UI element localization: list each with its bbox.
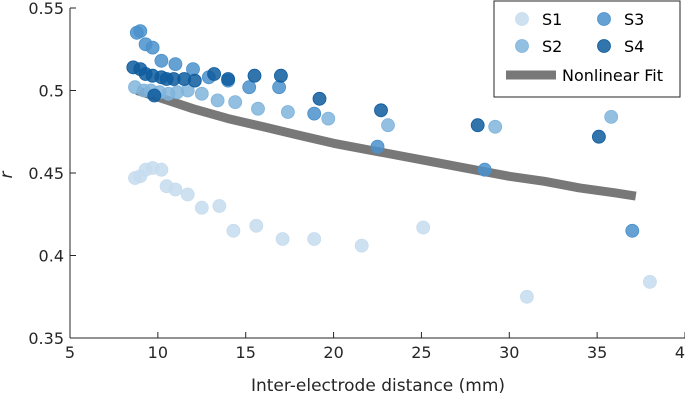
y-tick-label: 0.55	[28, 0, 64, 18]
axes: 5 10 15 20 25 30 35 40 0.35 0.4 0.45 0.5 0.55	[28, 0, 685, 362]
data-point-s1	[194, 200, 209, 215]
legend-marker-s1	[515, 12, 529, 26]
data-point-s3	[307, 106, 322, 121]
data-point-s3	[168, 57, 183, 71]
data-point-s1	[180, 187, 195, 202]
data-point-s1	[212, 199, 227, 213]
series-s1	[128, 161, 657, 304]
data-point-s2	[280, 105, 295, 119]
data-point-s1	[520, 289, 534, 304]
data-point-s4	[312, 91, 327, 106]
y-tick-label: 0.5	[39, 82, 64, 101]
data-point-s4	[221, 72, 236, 86]
x-tick-label: 10	[148, 343, 168, 362]
data-point-s4	[470, 118, 485, 133]
x-axis-label: Inter-electrode distance (mm)	[251, 376, 505, 396]
points-layer	[126, 24, 657, 304]
legend-label-s2: S2	[542, 37, 562, 56]
legend-label-s3: S3	[624, 10, 644, 29]
y-tick-label: 0.35	[28, 329, 64, 348]
data-point-s3	[477, 162, 492, 177]
y-tick-label: 0.4	[39, 247, 64, 266]
data-point-s4	[207, 67, 222, 81]
y-tick-label: 0.45	[28, 164, 64, 183]
data-point-s2	[604, 110, 619, 124]
data-point-s1	[643, 274, 657, 289]
data-point-s1	[354, 238, 369, 253]
legend-marker-s4	[597, 39, 611, 53]
data-point-s1	[226, 223, 241, 238]
x-tick-label: 15	[236, 343, 256, 362]
x-tick-label: 25	[411, 343, 431, 362]
data-point-s2	[228, 95, 243, 109]
data-point-s2	[321, 111, 336, 126]
data-point-s3	[145, 40, 160, 55]
y-axis-label: r	[0, 171, 17, 179]
data-point-s2	[381, 118, 395, 133]
data-point-s3	[272, 80, 287, 95]
data-point-s4	[374, 103, 388, 118]
data-point-s3	[133, 24, 148, 39]
x-tick-label: 40	[675, 343, 685, 362]
legend-marker-s2	[515, 39, 529, 53]
x-tick-label: 35	[587, 343, 607, 362]
x-tick-label: 30	[499, 343, 519, 362]
data-point-s1	[275, 232, 290, 246]
data-point-s3	[242, 80, 257, 95]
legend-marker-s3	[597, 12, 611, 26]
series-s4	[126, 60, 606, 144]
nonlinear-fit-line	[135, 86, 637, 201]
data-point-s1	[168, 182, 183, 197]
data-point-s4	[247, 68, 262, 83]
legend: S1 S2 S3 S4 Nonlinear Fit	[493, 0, 681, 98]
fit-layer	[135, 86, 637, 201]
data-point-s1	[249, 218, 264, 233]
data-point-s4	[273, 68, 288, 83]
data-point-s2	[194, 86, 209, 101]
legend-label-s4: S4	[624, 37, 644, 56]
data-point-s1	[416, 220, 431, 235]
data-point-s2	[210, 93, 225, 108]
data-point-s1	[154, 162, 169, 177]
data-point-s4	[187, 73, 202, 88]
data-point-s4	[592, 129, 606, 144]
legend-label-s1: S1	[542, 10, 562, 29]
x-tick-label: 20	[323, 343, 343, 362]
x-tick-label: 5	[65, 343, 75, 362]
data-point-s2	[251, 101, 265, 116]
legend-label-fit: Nonlinear Fit	[562, 66, 663, 85]
data-point-s3	[625, 223, 640, 238]
data-point-s1	[307, 232, 322, 246]
data-point-s3	[370, 139, 385, 154]
data-point-s2	[488, 119, 503, 134]
data-point-s4	[147, 88, 162, 103]
data-point-s3	[154, 53, 169, 68]
series-s2	[128, 80, 619, 134]
